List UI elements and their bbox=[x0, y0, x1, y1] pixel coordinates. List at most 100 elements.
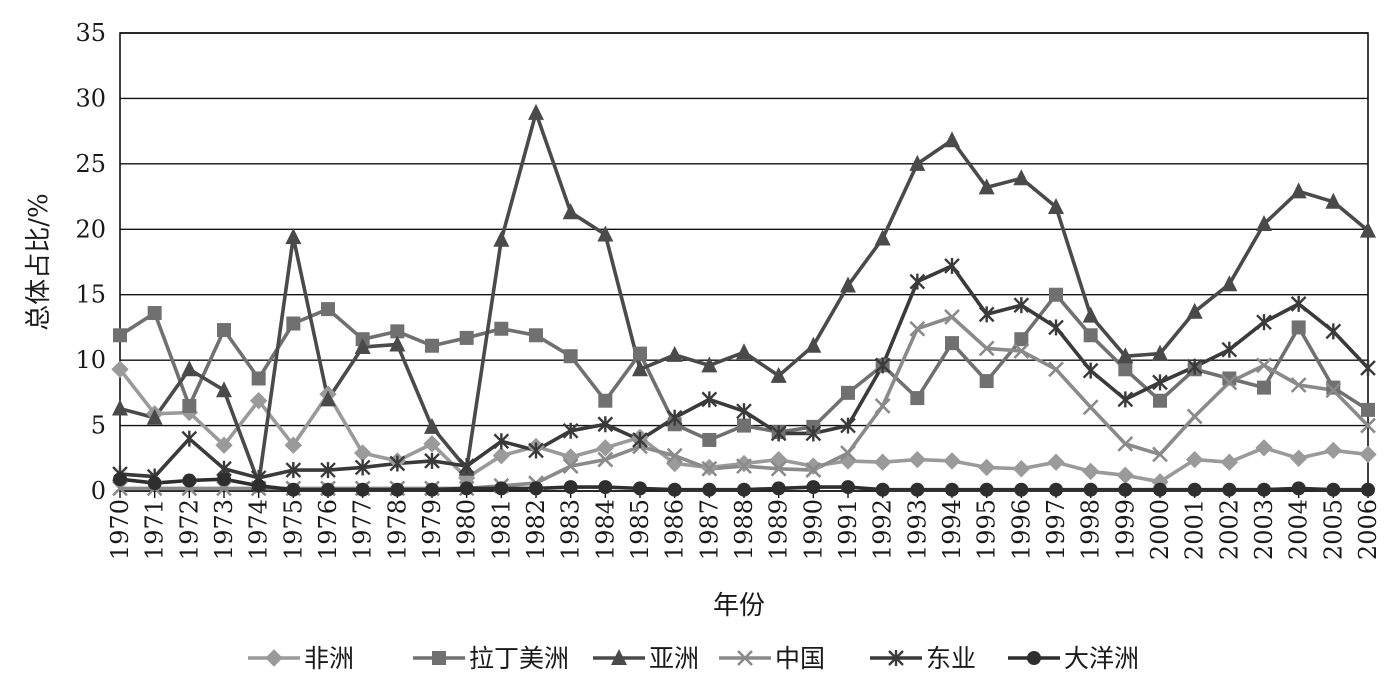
series-4-point bbox=[424, 452, 440, 469]
series-1-point bbox=[1257, 380, 1271, 395]
series-2-point bbox=[978, 178, 995, 195]
series-3-point bbox=[1290, 377, 1307, 393]
series-3-point bbox=[1152, 446, 1168, 463]
series-4-point bbox=[632, 431, 648, 448]
legend-item: 大洋洲 bbox=[1008, 644, 1139, 673]
series-4-point bbox=[597, 416, 614, 433]
series-1-point bbox=[459, 330, 474, 345]
series-1-point bbox=[494, 321, 509, 336]
series-4-point bbox=[736, 403, 752, 420]
series-2-point bbox=[1256, 215, 1272, 232]
legend-label: 非洲 bbox=[304, 644, 354, 673]
series-4-point bbox=[840, 417, 856, 434]
legend-item: 非洲 bbox=[248, 644, 354, 673]
series-0-point bbox=[1116, 466, 1135, 485]
series-2-point bbox=[944, 131, 960, 148]
series-0-point bbox=[1012, 460, 1031, 478]
series-4-point bbox=[493, 433, 510, 450]
series-4-point bbox=[1360, 359, 1376, 376]
y-tick-label: 25 bbox=[75, 150, 106, 178]
x-tick-label: 1987 bbox=[695, 499, 723, 560]
series-3-point bbox=[666, 447, 683, 464]
x-tick-label: 1990 bbox=[799, 499, 827, 560]
x-tick-label: 1982 bbox=[522, 499, 550, 560]
legend-swatch-marker bbox=[432, 651, 446, 665]
x-tick-label: 1996 bbox=[1007, 499, 1035, 560]
x-tick-label: 2005 bbox=[1319, 499, 1347, 560]
y-tick-label: 20 bbox=[75, 215, 106, 243]
series-0-point bbox=[1185, 450, 1204, 469]
series-0-point bbox=[596, 439, 615, 457]
series-1-point bbox=[251, 371, 266, 386]
series-2-point bbox=[874, 229, 891, 246]
series-5-point bbox=[633, 481, 647, 496]
series-0-point bbox=[492, 446, 511, 465]
series-2-point bbox=[1048, 198, 1064, 215]
series-5-point bbox=[1222, 482, 1237, 497]
series-4-point bbox=[285, 462, 302, 479]
legend: 非洲 拉丁美洲 亚洲 中国 东业 大洋洲 bbox=[248, 644, 1139, 673]
legend-swatch-marker bbox=[888, 650, 904, 666]
series-4-point bbox=[701, 391, 718, 408]
series-2-point bbox=[666, 345, 683, 362]
series-1-point bbox=[286, 316, 301, 331]
legend-label: 亚洲 bbox=[649, 644, 699, 673]
series-1-point bbox=[1153, 393, 1167, 408]
x-tick-label: 1975 bbox=[279, 499, 307, 560]
series-5-point bbox=[1083, 482, 1098, 497]
series-4-point bbox=[320, 462, 336, 479]
x-tick-label: 1997 bbox=[1042, 499, 1070, 560]
series-3-point bbox=[736, 458, 752, 475]
series-0-point bbox=[1081, 462, 1100, 481]
series-4-point bbox=[1117, 391, 1134, 408]
series-2-point bbox=[736, 343, 752, 360]
series-5-point bbox=[737, 482, 751, 497]
series-4-point bbox=[1013, 297, 1030, 314]
series-4-point bbox=[944, 257, 960, 274]
series-5-point bbox=[841, 480, 855, 495]
series-5-point bbox=[1049, 482, 1063, 497]
series-1-point bbox=[1049, 287, 1063, 302]
series-2-point bbox=[493, 230, 510, 247]
x-tick-label: 1986 bbox=[661, 499, 689, 560]
x-tick-label: 1988 bbox=[730, 499, 758, 560]
legend-label: 拉丁美洲 bbox=[469, 644, 569, 673]
series-3-point bbox=[701, 460, 718, 477]
y-tick-label: 15 bbox=[75, 281, 106, 309]
series-markers bbox=[111, 103, 1377, 497]
x-tick-label: 1995 bbox=[973, 499, 1001, 560]
series-2-point bbox=[701, 356, 718, 373]
series-5-point bbox=[1118, 482, 1133, 497]
series-4-point bbox=[181, 430, 198, 447]
series-1-point bbox=[529, 328, 543, 343]
series-5-point bbox=[1257, 482, 1271, 497]
series-4-point bbox=[1256, 314, 1272, 331]
series-1-point bbox=[425, 338, 439, 353]
series-4-point bbox=[1082, 362, 1099, 379]
series-5-point bbox=[945, 482, 959, 497]
series-0-point bbox=[1324, 441, 1343, 460]
series-1-point bbox=[390, 324, 405, 339]
series-2-point bbox=[424, 417, 440, 434]
series-0-point bbox=[561, 448, 580, 466]
series-5-point bbox=[1326, 482, 1341, 497]
legend-item: 拉丁美洲 bbox=[413, 644, 569, 673]
series-0-point bbox=[284, 436, 303, 454]
series-0-point bbox=[1220, 453, 1239, 471]
series-5-point bbox=[286, 482, 301, 497]
x-tick-label: 1981 bbox=[487, 499, 515, 560]
series-0-point bbox=[215, 436, 233, 454]
series-4-point bbox=[978, 306, 995, 323]
legend-item: 中国 bbox=[719, 644, 825, 673]
series-2-point bbox=[805, 336, 822, 353]
series-2-point bbox=[840, 276, 856, 293]
x-tick-label: 1994 bbox=[938, 499, 966, 560]
series-4-point bbox=[1186, 358, 1203, 375]
series-2-point bbox=[1290, 182, 1307, 199]
series-1-point bbox=[1361, 402, 1375, 417]
series-2-point bbox=[1325, 192, 1342, 209]
series-1-point bbox=[737, 418, 751, 433]
series-5-point bbox=[875, 482, 890, 497]
legend-label: 大洋洲 bbox=[1064, 644, 1139, 673]
series-3-point bbox=[1360, 417, 1376, 434]
